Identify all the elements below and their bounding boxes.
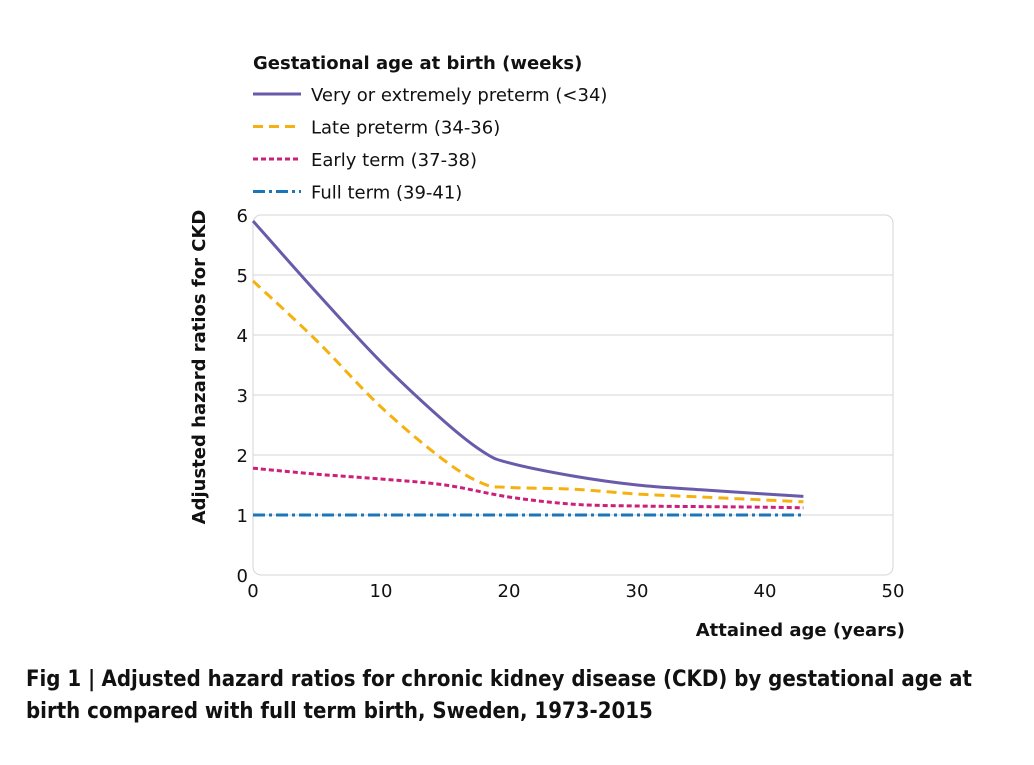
x-tick-label: 20 xyxy=(498,581,521,602)
gridlines xyxy=(253,274,893,516)
x-tick-label: 10 xyxy=(370,581,393,602)
series-line-0 xyxy=(251,220,804,498)
legend-label-0: Very or extremely preterm (<34) xyxy=(311,85,607,106)
x-tick-label: 0 xyxy=(247,581,258,602)
figure-caption: Fig 1 | Adjusted hazard ratios for chron… xyxy=(26,664,1016,728)
chart: Gestational age at birth (weeks) Very or… xyxy=(189,53,905,641)
y-tick-label: 0 xyxy=(237,566,248,587)
x-tick-label: 30 xyxy=(626,581,649,602)
series-line-1 xyxy=(251,279,804,504)
legend-label-2: Early term (37-38) xyxy=(311,150,477,171)
y-tick-labels: 0 1 2 3 4 5 6 xyxy=(237,206,248,587)
y-tick-label: 3 xyxy=(237,386,248,407)
x-tick-label: 50 xyxy=(882,581,905,602)
y-tick-label: 6 xyxy=(237,206,248,227)
figure-number: Fig 1 | xyxy=(26,667,96,692)
legend: Gestational age at birth (weeks) Very or… xyxy=(253,53,607,204)
y-tick-label: 4 xyxy=(237,326,248,347)
series-lines xyxy=(251,220,804,517)
y-tick-label: 5 xyxy=(237,266,248,287)
y-tick-label: 1 xyxy=(237,506,248,527)
legend-title: Gestational age at birth (weeks) xyxy=(253,53,582,74)
legend-label-3: Full term (39-41) xyxy=(311,183,462,204)
x-tick-labels: 0 10 20 30 40 50 xyxy=(247,581,904,602)
legend-label-1: Late preterm (34-36) xyxy=(311,118,500,139)
figure-caption-text: Adjusted hazard ratios for chronic kidne… xyxy=(26,667,972,724)
y-axis-label: Adjusted hazard ratios for CKD xyxy=(189,210,210,525)
x-tick-label: 40 xyxy=(754,581,777,602)
y-tick-label: 2 xyxy=(237,446,248,467)
x-axis-label: Attained age (years) xyxy=(696,620,905,641)
